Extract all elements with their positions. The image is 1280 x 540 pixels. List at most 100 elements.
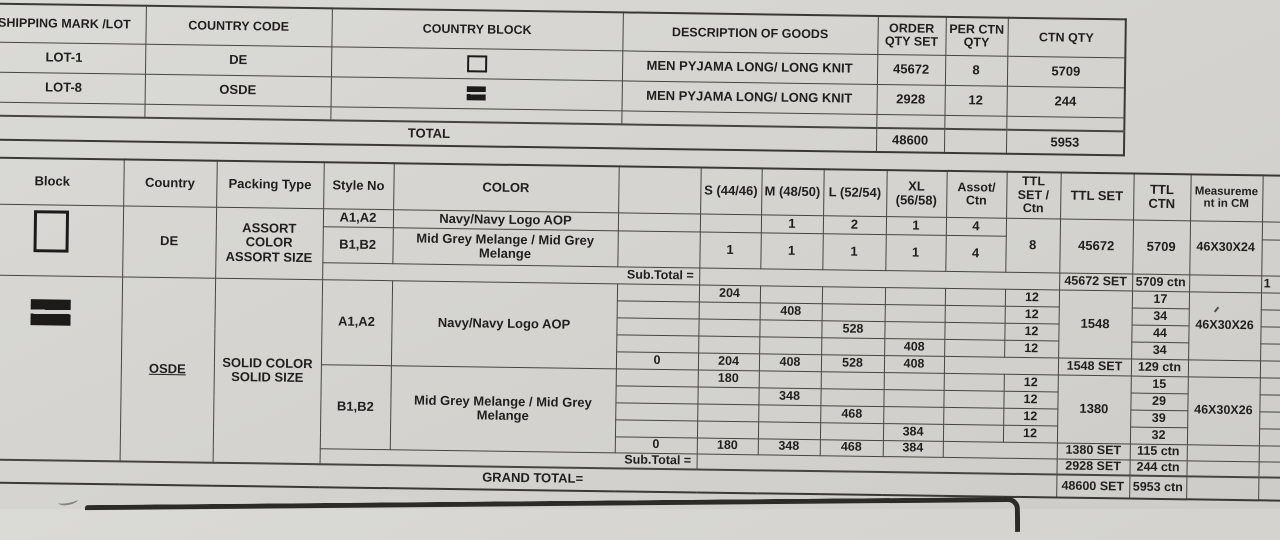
qty-cell: [698, 318, 760, 337]
grand-total-ctn: 5953 ctn: [1129, 475, 1187, 500]
qty-cell: [884, 321, 945, 339]
ttlctn-cell: 34: [1131, 341, 1189, 360]
style-cell: A1,A2: [320, 279, 393, 366]
header-ttl-set: TTL SET: [1060, 172, 1134, 220]
lot-cell: LOT-1: [0, 41, 146, 74]
ttlctn-cell: 44: [1131, 324, 1189, 343]
subtotal-ctn-cell: 244 ctn: [1129, 459, 1187, 477]
qty-cell: 180: [697, 369, 759, 388]
clipped-value-cell: 1: [1261, 275, 1280, 293]
header-ctn-qty: CTN QTY: [1007, 17, 1126, 58]
header-ttlset-ctn: TTL SET / Ctn: [1006, 171, 1061, 219]
clipped-header-cell: [1262, 175, 1280, 222]
per-ctn-cell: 12: [1004, 305, 1059, 324]
clipped-cell: [1258, 445, 1280, 462]
header-description: DESCRIPTION OF GOODS: [622, 12, 878, 54]
empty-cell: [616, 300, 699, 319]
ttlctn-cell: 5709: [1132, 219, 1191, 275]
qty-cell: 408: [759, 302, 822, 321]
assot-cell: 4: [945, 216, 1007, 236]
assot-cell: [943, 389, 1004, 408]
clipped-cell: [1258, 461, 1280, 478]
qty-cell: [758, 404, 821, 423]
empty-cell: [1186, 444, 1259, 462]
clipped-cell: [1259, 394, 1280, 412]
header-per-ctn: PER CTN QTY: [945, 16, 1008, 56]
ttlctn-cell: 29: [1130, 392, 1188, 411]
header-measurement: Measureme nt in CM: [1190, 174, 1263, 222]
lot-cell: LOT-8: [0, 71, 145, 104]
striped-square-icon: [30, 299, 71, 326]
qty-cell: [698, 335, 760, 354]
qty-cell: [697, 403, 759, 422]
clipped-cell: [1260, 326, 1280, 344]
header-country-code: COUNTRY CODE: [145, 5, 332, 47]
grand-total-set: 48600 SET: [1056, 474, 1130, 499]
clipped-cell: [1259, 411, 1280, 429]
clipped-cell: [1261, 239, 1280, 276]
empty-cell: [943, 355, 1059, 375]
qty-cell: 1: [885, 216, 947, 235]
qty-cell: 1: [822, 233, 886, 271]
subtotal-ctn-cell: 129 ctn: [1130, 358, 1189, 377]
empty-cell: [942, 440, 1057, 459]
ttlset-cell: 1548: [1058, 289, 1133, 359]
subtotal-ctn-cell: 115 ctn: [1129, 443, 1187, 461]
empty-header-cell: [618, 166, 701, 214]
de-block-cell: [0, 203, 124, 277]
header-shipping-mark: SHIPPING MARK /LOT: [0, 3, 146, 44]
empty-cell: [614, 419, 698, 438]
qty-cell: 2: [822, 215, 887, 235]
qty-cell: [883, 372, 944, 390]
ttlset-cell: 1380: [1056, 374, 1131, 444]
ttlset-ctn-cell: 8: [1005, 217, 1061, 273]
qty-cell: 348: [758, 387, 821, 406]
subtotal-set-cell: 1380 SET: [1056, 442, 1130, 460]
header-size-l: L (52/54): [823, 169, 887, 217]
clipped-cell: [1260, 309, 1280, 327]
per-ctn-cell: 12: [1004, 339, 1059, 358]
per-ctn-cell: 12: [1004, 288, 1060, 307]
ttlctn-cell: 32: [1129, 426, 1188, 445]
osde-block-cell: [0, 274, 123, 462]
assot-cell: [943, 406, 1004, 425]
empty-square-icon: [33, 209, 70, 253]
qty-cell: [757, 421, 821, 440]
total-order-qty: 48600: [875, 127, 945, 153]
color-cell: Mid Grey Melange / Mid Grey Melange: [389, 365, 616, 453]
clipped-cell: [1260, 292, 1280, 310]
subtotal-set-cell: 1548 SET: [1057, 357, 1132, 376]
ttlctn-cell: 34: [1131, 307, 1189, 326]
empty-square-icon: [466, 54, 487, 72]
qty-cell: [821, 337, 885, 356]
empty-cell: [617, 230, 700, 268]
qty-cell: [696, 420, 759, 439]
header-assot-ctn: Assot/ Ctn: [946, 170, 1007, 218]
qty-cell: 204: [698, 284, 761, 303]
measurement-cell: 46X30X26: [1188, 291, 1262, 361]
header-order-qty: ORDER QTY SET: [877, 15, 946, 55]
qty-cell: [883, 406, 944, 424]
qty-cell: [759, 336, 822, 355]
qty-cell: 408: [883, 355, 945, 373]
header-ttl-ctn: TTL CTN: [1133, 173, 1191, 221]
order-qty-cell: 45672: [876, 53, 946, 85]
empty-cell: [944, 114, 1007, 130]
header-packing-type: Packing Type: [216, 160, 324, 209]
clipped-cell: [1260, 343, 1280, 361]
header-size-xl: XL (56/58): [886, 170, 947, 217]
per-ctn-cell: 12: [1003, 390, 1058, 409]
header-block: Block: [0, 157, 124, 206]
total-ctn-qty: 5953: [1005, 129, 1125, 156]
empty-cell: [615, 368, 698, 387]
qty-cell: 1: [760, 214, 824, 234]
assot-cell: [944, 304, 1005, 323]
empty-cell: [943, 128, 1007, 154]
assot-cell: [944, 287, 1006, 306]
qty-cell: 408: [758, 353, 822, 372]
assot-cell: [944, 321, 1005, 340]
qty-cell: [820, 371, 884, 390]
header-country: Country: [123, 159, 217, 207]
document-sheet: SHIPPING MARK /LOT COUNTRY CODE COUNTRY …: [0, 0, 1280, 502]
qty-cell: [759, 285, 823, 304]
